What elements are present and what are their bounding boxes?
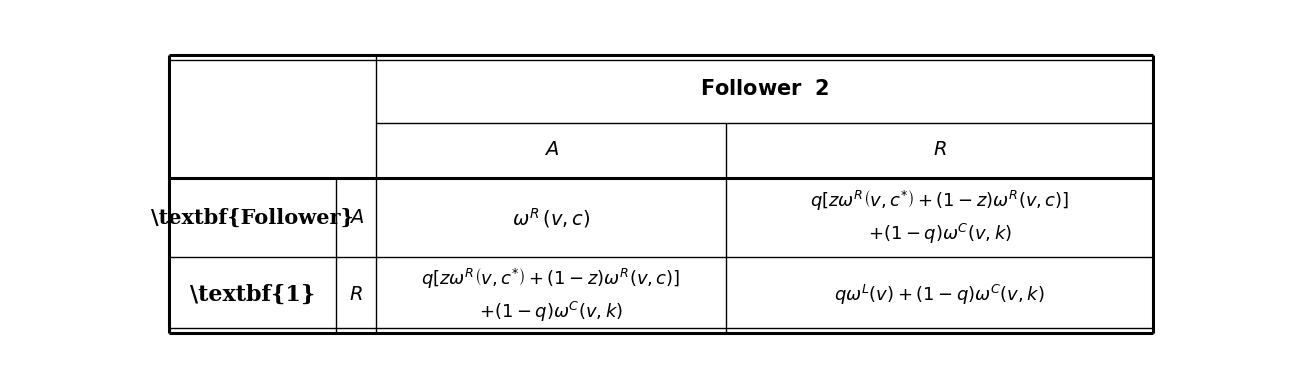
Text: $R$: $R$	[933, 141, 947, 159]
Text: $\omega^{R}\,(v,c)$: $\omega^{R}\,(v,c)$	[512, 205, 591, 230]
Text: $\mathbf{Follower\ \ 2}$: $\mathbf{Follower\ \ 2}$	[700, 79, 829, 99]
Text: $q\omega^{L}\left(v\right)+\left(1-q\right)\omega^{C}\left(v,k\right)$: $q\omega^{L}\left(v\right)+\left(1-q\rig…	[835, 283, 1045, 307]
Text: $R$: $R$	[350, 286, 362, 304]
Text: $A$: $A$	[348, 209, 364, 227]
Text: $q\left[z\omega^{R}\left(v,c^{*}\right)+\left(1-z\right)\omega^{R}\left(v,c\righ: $q\left[z\omega^{R}\left(v,c^{*}\right)+…	[422, 267, 681, 291]
Text: $+\left(1-q\right)\omega^{C}\left(v,k\right)$: $+\left(1-q\right)\omega^{C}\left(v,k\ri…	[867, 222, 1011, 246]
Text: $+\left(1-q\right)\omega^{C}\left(v,k\right)$: $+\left(1-q\right)\omega^{C}\left(v,k\ri…	[479, 300, 623, 323]
Text: $q\left[z\omega^{R}\left(v,c^{*}\right)+\left(1-z\right)\omega^{R}\left(v,c\righ: $q\left[z\omega^{R}\left(v,c^{*}\right)+…	[810, 189, 1069, 214]
Text: \textbf{1}: \textbf{1}	[190, 284, 315, 306]
Text: \textbf{Follower}: \textbf{Follower}	[151, 208, 355, 228]
Text: $A$: $A$	[543, 141, 559, 159]
